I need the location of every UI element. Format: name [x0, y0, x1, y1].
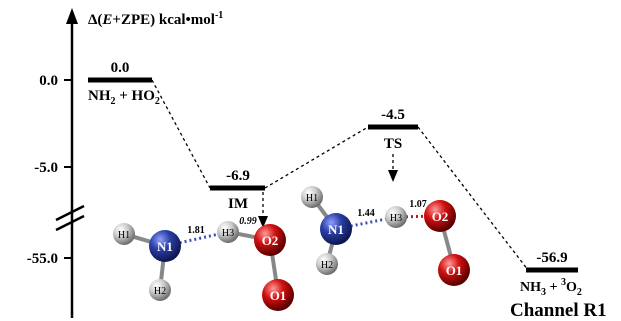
ts-atom-h2: [316, 253, 338, 275]
im-molecule: H1 H2 N1 H3 O2 O1 1.81 0.99: [113, 216, 294, 311]
species-label-im: IM: [228, 196, 248, 212]
ts-atom-h1: [301, 186, 323, 208]
level-ts: -4.5 TS: [368, 107, 418, 182]
species-label-ts: TS: [384, 136, 402, 152]
ts-label-o1: O1: [446, 263, 463, 278]
im-label-h2: H2: [154, 286, 166, 297]
ts-atom-h3: [385, 206, 407, 228]
channel-label: Channel R1: [510, 300, 607, 321]
im-atom-o2: [254, 224, 286, 256]
ts-atom-o2: [424, 200, 456, 232]
y-axis: 0.0 -5.0 -55.0 Δ(E+ZPE) kcal•mol-1: [27, 8, 223, 318]
pathway-connectors: [151, 79, 529, 271]
connector-im-ts: [264, 126, 369, 189]
ts-pointer-arrow-icon: [388, 170, 398, 182]
energy-label-products: -56.9: [536, 250, 567, 266]
ts-bond-length-n1-h3: 1.44: [357, 208, 375, 219]
im-pointer-arrow-icon: [258, 216, 268, 228]
im-label-o1: O1: [270, 288, 287, 303]
y-axis-title: Δ(E+ZPE) kcal•mol-1: [88, 10, 223, 28]
tick-label-2: -55.0: [27, 251, 58, 267]
energy-label-reactants: 0.0: [111, 60, 130, 76]
im-label-n1: N1: [157, 239, 173, 254]
level-reactants: 0.0 NH2 + HO2: [88, 60, 160, 107]
ts-label-h3: H3: [390, 213, 402, 224]
im-atom-h2: [149, 279, 171, 301]
im-label-h1: H1: [118, 230, 130, 241]
im-label-h3: H3: [222, 228, 234, 239]
im-atom-h3: [217, 221, 239, 243]
ts-label-h1: H1: [306, 193, 318, 204]
im-label-o2: O2: [262, 233, 279, 248]
energy-label-ts: -4.5: [381, 107, 405, 123]
im-atom-o1: [262, 279, 294, 311]
tick-label-1: -5.0: [34, 160, 58, 176]
tick-label-0: 0.0: [39, 73, 58, 89]
energy-label-im: -6.9: [226, 168, 250, 184]
species-label-products: NH3 + 3O2: [520, 277, 582, 298]
level-im: -6.9 IM: [210, 168, 268, 228]
ts-label-o2: O2: [432, 209, 449, 224]
species-label-reactants: NH2 + HO2: [88, 88, 160, 107]
im-bond-length-h3-o2: 0.99: [239, 216, 257, 227]
ts-atom-n1: [320, 213, 352, 245]
im-bond-length-n1-h3: 1.81: [187, 225, 205, 236]
y-axis-arrow-icon: [66, 8, 78, 24]
level-products: -56.9 NH3 + 3O2 Channel R1: [510, 250, 607, 321]
ts-label-h2: H2: [321, 260, 333, 271]
im-atom-n1: [149, 230, 181, 262]
ts-atom-o1: [438, 254, 470, 286]
ts-molecule: H1 H2 N1 H3 O2 O1 1.44 1.07: [301, 186, 470, 286]
axis-break-mark-upper: [55, 204, 85, 222]
ts-label-n1: N1: [328, 222, 344, 237]
im-atom-h1: [113, 223, 135, 245]
axis-break-mark-lower: [55, 214, 85, 232]
connector-ts-products: [417, 126, 529, 271]
connector-reactants-im: [151, 79, 211, 189]
ts-bond-length-h3-o2: 1.07: [409, 199, 427, 210]
